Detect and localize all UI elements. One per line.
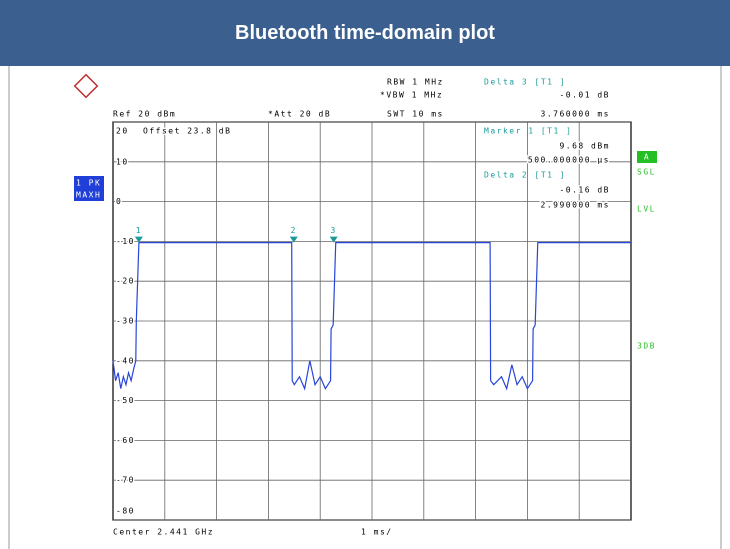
annotation: 1 ms/ (361, 528, 393, 537)
annotation: SGL (637, 168, 656, 177)
annotation: Marker 1 [T1 ] (484, 127, 572, 136)
logo (73, 73, 99, 99)
marker (289, 236, 298, 243)
marker-label: 1 (136, 226, 142, 235)
annotation: *Att 20 dB (268, 110, 331, 119)
annotation: A (644, 153, 650, 162)
annotation: 1 PK (76, 179, 101, 188)
y-tick-label: -50 (116, 396, 135, 405)
marker-label: 2 (291, 226, 297, 235)
y-tick-label: 0 (116, 197, 122, 206)
annotation: -0.16 dB (559, 186, 610, 195)
annotation: SWT 10 ms (387, 110, 444, 119)
y-tick-label: -70 (116, 476, 135, 485)
annotation: Delta 3 [T1 ] (484, 78, 566, 87)
annotation: 2.990000 ms (541, 201, 610, 210)
y-tick-label: 10 (116, 157, 129, 166)
annotation: 500.000000 µs (528, 156, 610, 165)
y-tick-label: -10 (116, 237, 135, 246)
annotation: Center 2.441 GHz (113, 528, 214, 537)
y-tick-label: -60 (116, 436, 135, 445)
chart-title: Bluetooth time-domain plot (0, 0, 730, 66)
y-tick-label: -40 (116, 356, 135, 365)
annotation: -0.01 dB (559, 91, 610, 100)
annotation: Delta 2 [T1 ] (484, 171, 566, 180)
annotation: *VBW 1 MHz (380, 91, 443, 100)
annotation: LVL (637, 205, 656, 214)
y-tick-label: -30 (116, 317, 135, 326)
annotation: 3.760000 ms (541, 110, 610, 119)
annotation: Ref 20 dBm (113, 110, 176, 119)
annotation: 9.68 dBm (559, 142, 610, 151)
marker (134, 236, 143, 243)
y-tick-label: -20 (116, 277, 135, 286)
annotation: Offset 23.8 dB (143, 127, 231, 136)
annotation: 3DB (637, 342, 656, 351)
annotation: MAXH (76, 191, 101, 200)
trace-badge (74, 176, 104, 201)
marker (329, 236, 338, 243)
marker-label: 3 (331, 226, 337, 235)
trace (112, 241, 631, 391)
y-tick-label: 20 (116, 127, 129, 136)
annotation: RBW 1 MHz (387, 78, 444, 87)
y-tick-label: -80 (116, 507, 135, 516)
status-badge (637, 151, 657, 163)
